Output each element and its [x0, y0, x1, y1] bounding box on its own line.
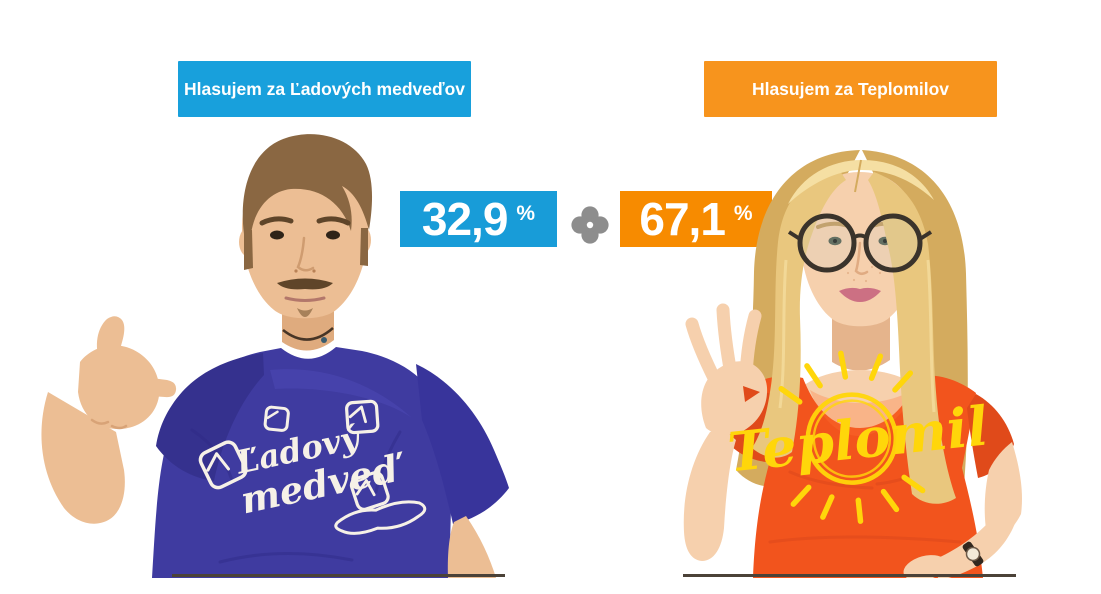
left-percentage-value: 32,9 [421, 193, 509, 245]
vote-button-ice-bears[interactable]: Hlasujem za Ľadových medveďov [178, 61, 471, 117]
man-hair [242, 134, 373, 234]
left-percentage-unit: % [516, 202, 536, 225]
fan-icon [570, 205, 610, 245]
pointing-finger [134, 376, 177, 398]
right-percentage-value: 67,1 [639, 193, 726, 245]
glasses-icon [787, 213, 933, 273]
right-percentage-badge: 67,1 % [620, 191, 772, 247]
mustache [277, 278, 333, 290]
shirt-print-ladovy-medved: Ľadový medveď [198, 399, 427, 535]
woman-figure: Teplomil [683, 150, 1022, 578]
ice-cube-icon [345, 399, 380, 435]
wristwatch [962, 541, 984, 567]
lips [839, 287, 881, 302]
left-percentage-badge: 32,9 % [400, 191, 557, 247]
ok-sign-hand [685, 303, 762, 389]
puddle-icon [334, 500, 427, 535]
ice-cube-icon [263, 405, 290, 432]
man-head [239, 134, 373, 319]
ground-line-left [172, 574, 505, 577]
necklace [282, 327, 334, 341]
ice-cube-icon [198, 440, 248, 490]
ice-cube-icon [349, 471, 390, 511]
man-figure: Ľadový medveď [41, 134, 509, 578]
right-percentage-unit: % [733, 202, 753, 225]
sun-icon [778, 350, 926, 524]
ground-line-right [683, 574, 1016, 577]
vote-button-teplomils[interactable]: Hlasujem za Teplomilov [704, 61, 997, 117]
